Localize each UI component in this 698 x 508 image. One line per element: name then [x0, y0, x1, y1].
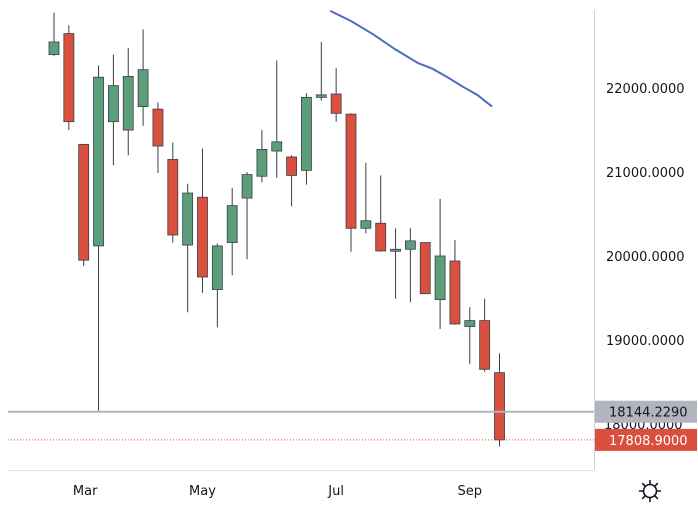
candle-body: [211, 245, 223, 290]
candle: [315, 41, 327, 101]
candle-body: [345, 113, 357, 229]
candle: [464, 307, 476, 365]
candle-body: [137, 69, 149, 107]
candle: [167, 142, 179, 243]
candle: [226, 188, 238, 276]
last-price-label: 17808.9000: [609, 434, 688, 449]
candle-body: [167, 159, 179, 236]
candle-body: [197, 196, 208, 278]
time-axis[interactable]: Mar May Jul Sep: [73, 484, 482, 499]
candle: [108, 54, 119, 166]
candle-body: [360, 220, 372, 229]
price-tick-label: 21000.0000: [606, 166, 685, 181]
candle-body: [108, 85, 119, 123]
last-price-tag: 17808.9000: [595, 428, 697, 451]
candle-body: [464, 320, 476, 327]
time-tick-label: Sep: [458, 484, 483, 499]
candle-body: [271, 141, 283, 152]
candle-body: [122, 75, 134, 131]
candle: [122, 47, 134, 156]
candle-body: [226, 205, 238, 243]
candle: [48, 12, 60, 57]
price-tick-label: 22000.0000: [606, 82, 685, 97]
candle: [211, 243, 223, 328]
time-tick-label: Jul: [327, 484, 344, 499]
candle: [78, 143, 90, 267]
candle: [360, 162, 372, 234]
candle: [419, 242, 431, 295]
candle: [330, 67, 342, 122]
candle: [63, 25, 75, 131]
candle-body: [315, 94, 327, 98]
candle: [182, 183, 194, 313]
candle-body: [404, 240, 416, 250]
candle: [449, 240, 461, 325]
gear-icon[interactable]: [637, 478, 663, 504]
candle-body: [241, 174, 253, 199]
candle-body: [63, 33, 75, 123]
candle: [390, 228, 401, 299]
gear-icon-glyph: [638, 479, 662, 503]
price-tick-label: 19000.0000: [606, 334, 685, 349]
candle-body: [494, 372, 505, 441]
horizontal-line-price-tag: 18000.0000 18144.2290: [595, 400, 697, 433]
candle-body: [390, 248, 401, 252]
candle: [93, 65, 104, 412]
candle-body: [256, 148, 268, 177]
candle: [301, 93, 312, 185]
price-tick-label: 20000.0000: [606, 250, 685, 265]
candle-body: [375, 222, 387, 252]
candle-body: [419, 242, 431, 295]
candle: [494, 353, 505, 447]
candle-body: [48, 41, 60, 55]
candle-body: [78, 143, 90, 261]
time-tick-label: May: [189, 484, 216, 499]
candle-body: [286, 156, 298, 176]
candle: [271, 60, 283, 178]
candle-body: [434, 255, 446, 301]
candle-body: [182, 192, 194, 246]
candle: [345, 113, 357, 252]
candle: [197, 148, 208, 293]
price-axis[interactable]: 19000.0000 20000.0000 21000.0000 22000.0000: [606, 82, 685, 349]
candle: [256, 130, 268, 183]
candle-body: [330, 93, 342, 114]
candle-body: [449, 260, 461, 325]
candle: [434, 198, 446, 329]
horizontal-line-price-label: 18144.2290: [609, 406, 688, 421]
candle: [137, 29, 149, 126]
candle: [241, 172, 253, 260]
candle: [375, 175, 387, 252]
candles: [48, 12, 505, 447]
candle-body: [301, 96, 312, 171]
candle: [404, 228, 416, 303]
candle-body: [479, 320, 491, 370]
candle: [152, 102, 164, 173]
moving-average-line: [329, 10, 493, 108]
candle: [286, 155, 298, 207]
candle-body: [152, 108, 164, 147]
candle-body: [93, 76, 104, 247]
time-tick-label: Mar: [73, 484, 98, 499]
candle: [479, 298, 491, 372]
